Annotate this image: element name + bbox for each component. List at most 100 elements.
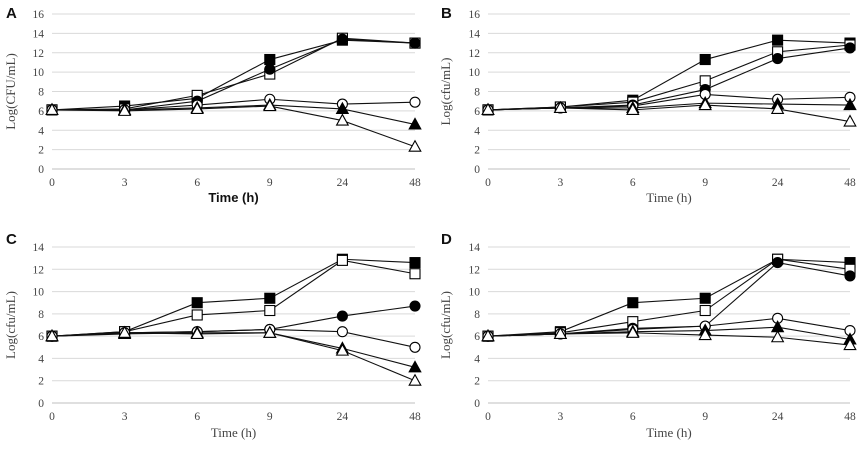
- series-line-square-open: [487, 44, 851, 111]
- series-markers-circle-open: [46, 93, 421, 116]
- x-axis-title: Time (h): [211, 425, 256, 440]
- series-line-circle-filled: [52, 38, 416, 111]
- series-line-triangle-open: [487, 332, 851, 346]
- data-point-triangle-open: [553, 326, 568, 339]
- data-point-circle-filled: [336, 310, 348, 322]
- data-point-square-filled: [191, 297, 203, 309]
- y-tick-label: 4: [38, 353, 44, 365]
- y-tick-label: 10: [33, 67, 45, 79]
- data-point-triangle-open: [481, 329, 495, 342]
- x-tick-label: 6: [194, 177, 200, 189]
- data-point-square-filled: [264, 292, 276, 304]
- series-markers-triangle-open: [45, 325, 422, 386]
- data-point-triangle-open: [698, 97, 712, 111]
- data-point-circle-filled: [409, 37, 421, 49]
- y-tick-label: 12: [469, 48, 481, 60]
- series-line-triangle-open: [51, 332, 416, 382]
- x-tick-label: 48: [844, 411, 856, 423]
- series-line-triangle-open: [487, 104, 851, 123]
- y-tick-label: 10: [33, 287, 45, 299]
- data-point-circle-open: [409, 341, 421, 353]
- x-tick-label: 3: [558, 411, 564, 423]
- x-tick-label: 0: [49, 411, 55, 423]
- x-tick-label: 48: [844, 177, 856, 189]
- x-tick-label: 24: [337, 411, 349, 423]
- x-tick-label: 9: [702, 411, 708, 423]
- y-tick-label: 8: [38, 87, 44, 99]
- y-tick-label: 0: [38, 398, 44, 410]
- series-line-square-open: [51, 37, 416, 111]
- x-tick-label: 48: [409, 411, 421, 423]
- series-markers-square-open: [46, 254, 421, 342]
- x-tick-label: 0: [49, 177, 55, 189]
- data-point-triangle-open: [117, 325, 132, 338]
- series-markers-square-filled: [46, 34, 421, 116]
- series-markers-circle-filled: [482, 257, 856, 342]
- x-tick-label: 48: [409, 177, 421, 189]
- series-line-circle-open: [52, 98, 416, 111]
- data-point-triangle-open: [190, 101, 204, 114]
- data-point-circle-filled: [772, 53, 784, 65]
- series-markers-triangle-open: [481, 325, 857, 351]
- series-line-square-filled: [487, 258, 851, 337]
- data-point-triangle-open: [770, 330, 785, 343]
- series-line-circle-filled: [487, 262, 851, 337]
- data-point-square-filled: [699, 53, 711, 66]
- data-point-triangle-open: [45, 102, 59, 115]
- x-tick-label: 9: [702, 177, 708, 189]
- x-tick-label: 3: [122, 177, 128, 189]
- data-point-circle-filled: [336, 33, 348, 45]
- x-tick-label: 6: [630, 411, 636, 423]
- y-tick-label: 6: [38, 106, 44, 118]
- data-point-triangle-open: [335, 113, 350, 126]
- data-point-circle-filled: [844, 270, 856, 282]
- y-tick-label: 0: [474, 164, 480, 176]
- y-tick-label: 6: [474, 106, 480, 118]
- y-tick-label: 2: [474, 145, 480, 157]
- series-markers-triangle-open: [481, 97, 857, 127]
- data-point-triangle-open: [626, 325, 640, 338]
- series-line-triangle-filled: [51, 332, 416, 368]
- series-markers-triangle-open: [45, 98, 422, 152]
- y-axis-title: Log(cfu/mL): [438, 58, 453, 126]
- data-point-circle-filled: [409, 300, 421, 312]
- y-tick-label: 16: [33, 9, 45, 21]
- y-tick-label: 14: [33, 242, 45, 254]
- data-point-triangle-open: [698, 327, 712, 341]
- y-tick-label: 12: [33, 264, 45, 276]
- data-point-square-open: [191, 309, 203, 321]
- data-point-triangle-open: [843, 337, 857, 351]
- y-tick-label: 4: [474, 125, 480, 137]
- series-markers-square-open: [482, 39, 856, 116]
- series-line-square-open: [51, 259, 416, 337]
- x-tick-label: 9: [267, 177, 273, 189]
- data-point-square-filled: [264, 53, 276, 66]
- data-point-circle-filled: [264, 63, 276, 75]
- series-line-square-open: [487, 258, 851, 337]
- y-tick-label: 14: [469, 28, 481, 40]
- y-tick-label: 6: [474, 331, 480, 343]
- series-line-triangle-open: [51, 105, 416, 148]
- y-tick-label: 6: [38, 331, 44, 343]
- data-point-triangle-open: [117, 103, 132, 116]
- series-markers-circle-filled: [46, 33, 421, 116]
- data-point-triangle-open: [408, 139, 422, 152]
- y-tick-label: 2: [38, 145, 44, 157]
- data-point-square-open: [409, 268, 421, 280]
- x-axis-title: Time (h): [646, 190, 691, 205]
- panel-label: B: [441, 5, 452, 22]
- x-tick-label: 0: [485, 177, 491, 189]
- data-point-triangle-open: [45, 329, 59, 342]
- data-point-square-open: [336, 254, 348, 266]
- data-point-triangle-filled: [843, 97, 857, 111]
- y-tick-label: 2: [38, 376, 44, 388]
- y-tick-label: 8: [38, 309, 44, 321]
- y-tick-label: 14: [469, 242, 481, 254]
- data-point-triangle-open: [481, 102, 495, 115]
- series-markers-square-filled: [482, 34, 856, 116]
- data-point-triangle-open: [843, 114, 857, 127]
